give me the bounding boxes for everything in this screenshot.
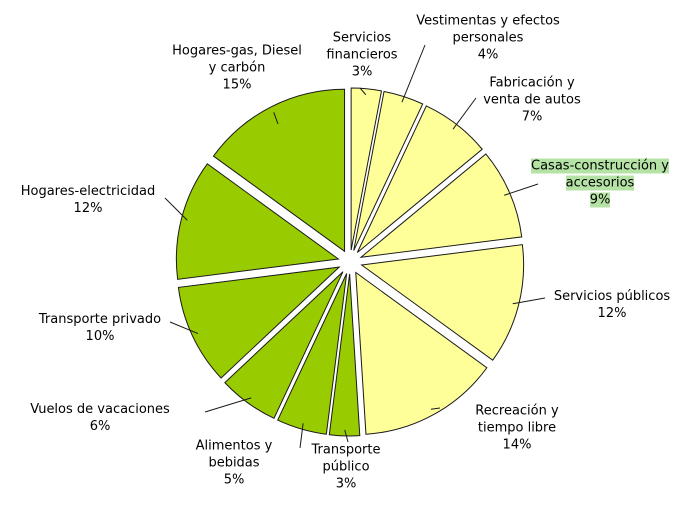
slice-label: Vuelos de vacaciones 6% — [15, 401, 185, 435]
category-label: Transporte privado — [38, 312, 162, 327]
slice-label: Fabricación y venta de autos 7% — [477, 75, 587, 126]
category-label: Servicios financieros — [326, 30, 398, 63]
leader-line — [299, 423, 304, 449]
pie-slice — [224, 271, 344, 419]
value-label: 9% — [589, 192, 611, 208]
slice-label: Hogares-gas, Diesel y carbón 15% — [172, 43, 302, 94]
leader-line — [273, 112, 279, 125]
slice-label: Vestimentas y efectos personales 4% — [403, 13, 573, 64]
pie-slice — [359, 153, 523, 258]
leader-line — [359, 87, 367, 96]
value-label: 12% — [597, 306, 627, 321]
category-label: Recreación y tiempo libre — [475, 403, 559, 436]
pie-slice — [350, 87, 383, 251]
leader-line — [344, 429, 349, 443]
leader-line — [512, 297, 546, 305]
category-label: Casas-construcción y accesorios — [531, 158, 669, 191]
slice-label: Hogares-electricidad 12% — [3, 183, 173, 217]
slice-label: Transporte privado 10% — [25, 311, 175, 345]
slice-label: Casas-construcción y accesorios 9% — [525, 158, 675, 209]
pie-slice — [360, 244, 525, 361]
pie-slice — [175, 163, 340, 280]
pie-slice — [277, 273, 348, 435]
slice-label: Servicios públicos 12% — [537, 288, 687, 322]
pie-slice — [212, 88, 346, 253]
leader-line — [430, 407, 441, 410]
pie-slice — [355, 271, 488, 435]
value-label: 5% — [223, 472, 245, 488]
value-label: 4% — [477, 47, 499, 63]
value-label: 14% — [502, 437, 532, 453]
slice-label: Servicios financieros 3% — [322, 30, 402, 81]
slice-label: Recreación y tiempo libre 14% — [467, 403, 567, 454]
value-label: 10% — [85, 329, 115, 344]
value-label: 12% — [73, 201, 103, 216]
category-label: Vuelos de vacaciones — [30, 402, 170, 417]
category-label: Servicios públicos — [553, 289, 671, 304]
value-label: 6% — [89, 419, 111, 434]
pie-slice — [177, 266, 341, 379]
leader-line — [504, 183, 539, 196]
leader-line — [401, 44, 426, 103]
value-label: 15% — [222, 77, 252, 93]
category-label: Alimentos y bebidas — [195, 438, 273, 471]
category-label: Fabricación y venta de autos — [483, 75, 581, 108]
leader-line — [164, 197, 188, 221]
slice-label: Transporte público 3% — [306, 442, 386, 493]
leader-line — [169, 321, 199, 334]
category-label: Transporte público — [311, 442, 381, 475]
value-label: 7% — [521, 109, 543, 125]
slice-label: Alimentos y bebidas 5% — [189, 438, 279, 489]
category-label: Hogares-gas, Diesel y carbón — [172, 43, 302, 76]
leader-line — [204, 397, 252, 413]
pie-slice — [328, 273, 361, 437]
value-label: 3% — [335, 476, 357, 492]
value-label: 3% — [351, 64, 373, 80]
category-label: Vestimentas y efectos personales — [416, 13, 560, 46]
category-label: Hogares-electricidad — [20, 184, 156, 199]
leader-line — [452, 97, 477, 130]
